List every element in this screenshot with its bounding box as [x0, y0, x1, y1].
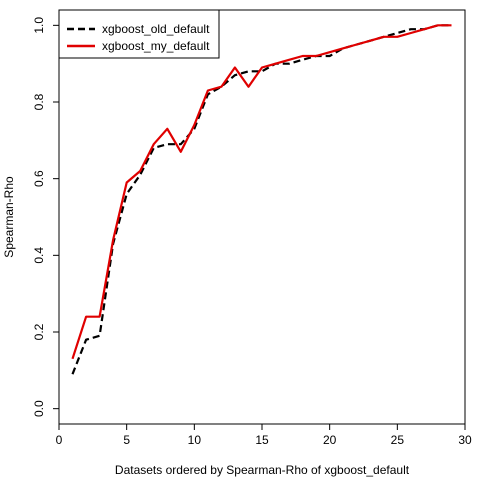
- x-tick-label: 5: [123, 433, 130, 447]
- x-tick-label: 0: [56, 433, 63, 447]
- series-line-old-default: [71, 24, 452, 375]
- legend-box: [58, 9, 220, 59]
- y-axis: 0.0 0.2 0.4 0.6 0.8 1.0: [32, 17, 59, 417]
- x-tick-label: 15: [255, 433, 269, 447]
- series-line-my-default: [71, 24, 452, 360]
- x-axis: 0 5 10 15 20 25 30: [56, 424, 472, 447]
- y-tick-label: 0.8: [32, 93, 46, 110]
- y-axis-label: Spearman-Rho: [2, 176, 16, 258]
- x-tick-label: 25: [391, 433, 405, 447]
- y-tick-label: 0.2: [32, 323, 46, 340]
- y-tick-label: 0.4: [32, 247, 46, 264]
- series-layer: [71, 24, 452, 375]
- legend-label-old-default: xgboost_old_default: [102, 22, 210, 36]
- y-tick-label: 0.6: [32, 170, 46, 187]
- x-tick-label: 20: [323, 433, 337, 447]
- x-tick-label: 10: [188, 433, 202, 447]
- y-tick-label: 0.0: [32, 400, 46, 417]
- legend: xgboost_old_default xgboost_my_default: [58, 9, 220, 59]
- legend-label-my-default: xgboost_my_default: [102, 39, 210, 53]
- x-tick-label: 30: [458, 433, 472, 447]
- x-axis-label: Datasets ordered by Spearman-Rho of xgbo…: [115, 463, 410, 477]
- y-tick-label: 1.0: [32, 17, 46, 34]
